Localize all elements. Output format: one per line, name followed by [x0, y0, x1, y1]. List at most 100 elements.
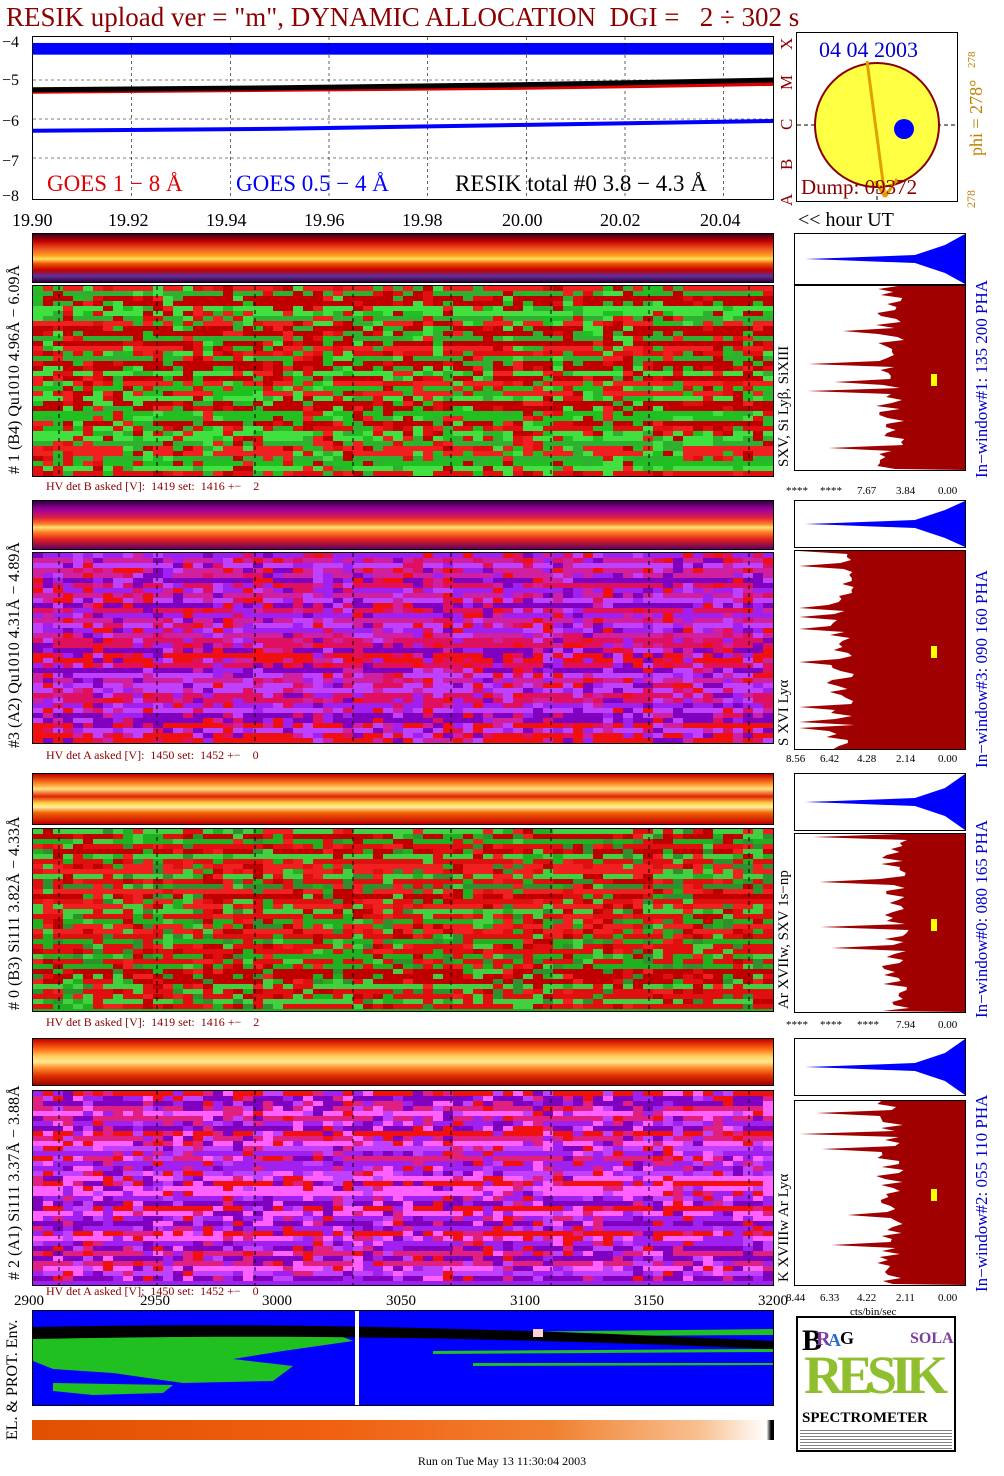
heatmap-cell [423, 623, 433, 628]
heatmap-cell [43, 351, 53, 356]
heatmap-cell [673, 648, 683, 653]
heatmap-cell [573, 568, 583, 573]
heatmap-cell [633, 446, 643, 451]
heatmap-cell [713, 563, 723, 568]
heatmap-cell [273, 628, 283, 633]
heatmap-cell [93, 401, 103, 406]
heatmap-cell [683, 653, 693, 658]
heatmap-cell [443, 573, 453, 578]
heatmap-cell [163, 306, 173, 311]
heatmap-cell [153, 296, 163, 301]
heatmap-cell [463, 643, 473, 648]
heatmap-cell [53, 436, 63, 441]
heatmap-cell [243, 461, 253, 466]
heatmap-cell [383, 623, 393, 628]
heatmap-cell [293, 683, 303, 688]
heatmap-cell [753, 406, 763, 411]
heatmap-cell [293, 653, 303, 658]
heatmap-cell [713, 316, 723, 321]
heatmap-cell [633, 351, 643, 356]
heatmap-cell [263, 406, 273, 411]
heatmap-cell [63, 291, 73, 296]
heatmap-cell [163, 461, 173, 466]
heatmap-cell [653, 573, 663, 578]
heatmap-cell [493, 583, 503, 588]
heatmap-cell [733, 643, 743, 648]
heatmap-cell [253, 683, 263, 688]
heatmap-cell [343, 466, 353, 471]
heatmap-cell [333, 628, 343, 633]
heatmap-cell [183, 598, 193, 603]
heatmap-cell [763, 573, 773, 578]
heatmap-cell [263, 326, 273, 331]
heatmap-cell [63, 643, 73, 648]
heatmap-cell [713, 608, 723, 613]
heatmap-cell [153, 678, 163, 683]
heatmap-cell [673, 341, 683, 346]
heatmap-cell [383, 568, 393, 573]
heatmap-cell [553, 668, 563, 673]
heatmap-cell [143, 421, 153, 426]
heatmap-cell [193, 598, 203, 603]
heatmap-cell [523, 301, 533, 306]
heatmap-cell [93, 366, 103, 371]
heatmap-cell [393, 618, 403, 623]
heatmap-cell [43, 593, 53, 598]
heatmap-cell [473, 553, 483, 558]
heatmap-cell [423, 578, 433, 583]
heatmap-cell [433, 451, 443, 456]
heatmap-cell [313, 688, 323, 693]
heatmap-cell [173, 553, 183, 558]
heatmap-cell [253, 648, 263, 653]
heatmap-cell [743, 578, 753, 583]
heatmap-cell [223, 668, 233, 673]
heatmap-cell [623, 366, 633, 371]
heatmap-cell [583, 663, 593, 668]
heatmap-cell [703, 321, 713, 326]
heatmap-cell [203, 451, 213, 456]
heatmap-cell [323, 461, 333, 466]
heatmap-cell [173, 563, 183, 568]
heatmap-cell [583, 316, 593, 321]
heatmap-cell [423, 673, 433, 678]
heatmap-cell [223, 648, 233, 653]
heatmap-cell [213, 321, 223, 326]
heatmap-cell [283, 678, 293, 683]
heatmap-cell [733, 658, 743, 663]
heatmap-cell [203, 341, 213, 346]
heatmap-cell [723, 568, 733, 573]
heatmap-cell [183, 286, 193, 291]
heatmap-cell [53, 673, 63, 678]
heatmap-cell [403, 643, 413, 648]
heatmap-cell [283, 386, 293, 391]
heatmap-cell [83, 563, 93, 568]
time-tick-label: 20.02 [600, 210, 641, 230]
heatmap-cell [323, 633, 333, 638]
heatmap-cell [453, 638, 463, 643]
heatmap-cell [73, 386, 83, 391]
heatmap-cell [93, 456, 103, 461]
heatmap-cell [323, 401, 333, 406]
heatmap-cell [223, 578, 233, 583]
heatmap-cell [473, 603, 483, 608]
heatmap-cell [273, 623, 283, 628]
heatmap-cell [153, 381, 163, 386]
heatmap-cell [403, 648, 413, 653]
heatmap-cell [533, 588, 543, 593]
heatmap-cell [423, 376, 433, 381]
heatmap-cell [163, 693, 173, 698]
heatmap-cell [753, 593, 763, 598]
heatmap-cell [463, 683, 473, 688]
heatmap-cell [113, 633, 123, 638]
heatmap-cell [593, 356, 603, 361]
heatmap-cell [403, 351, 413, 356]
heatmap-cell [203, 361, 213, 366]
heatmap-cell [453, 451, 463, 456]
heatmap-cell [323, 336, 333, 341]
heatmap-cell [253, 653, 263, 658]
heatmap-cell [403, 583, 413, 588]
heatmap-cell [183, 416, 193, 421]
heatmap-cell [73, 633, 83, 638]
heatmap-cell [553, 471, 563, 476]
heatmap-cell [323, 568, 333, 573]
